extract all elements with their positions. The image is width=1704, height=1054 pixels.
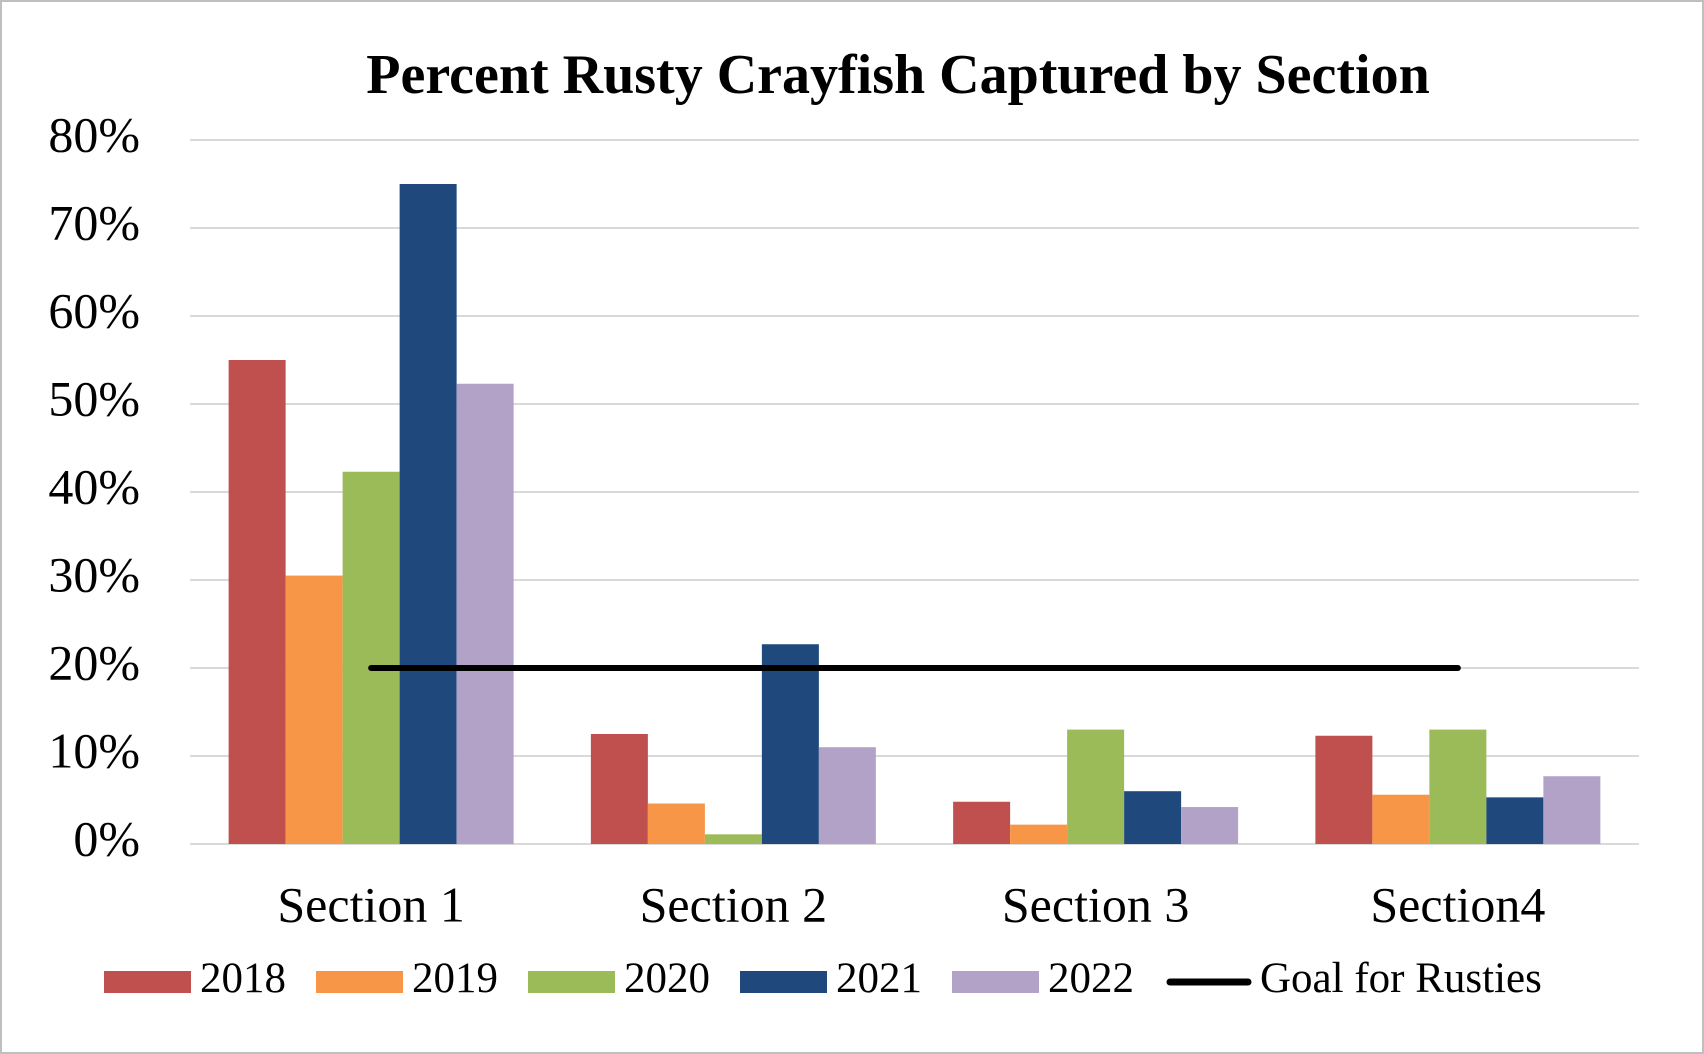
legend-swatch	[952, 971, 1039, 993]
bar	[761, 644, 819, 844]
bar	[953, 801, 1011, 844]
chart-title: Percent Rusty Crayfish Captured by Secti…	[366, 44, 1429, 106]
y-tick-label: 40%	[48, 458, 140, 514]
y-tick-label: 60%	[48, 282, 140, 338]
legend-swatch	[528, 971, 615, 993]
legend-swatch	[316, 971, 403, 993]
bar	[590, 734, 648, 844]
legend-label: 2021	[836, 955, 922, 1002]
y-tick-label: 0%	[73, 810, 140, 866]
bar	[647, 803, 705, 844]
legend-label: 2019	[412, 955, 498, 1002]
bar	[1486, 797, 1544, 844]
y-tick-label: 20%	[48, 634, 140, 690]
bar	[285, 575, 343, 844]
legend-label: 2018	[200, 955, 286, 1002]
legend-swatch	[740, 971, 827, 993]
x-tick-label: Section4	[1370, 876, 1545, 932]
bar	[704, 834, 762, 844]
bar	[228, 360, 286, 844]
bar	[1429, 729, 1487, 844]
bar	[399, 184, 457, 844]
bar	[1124, 791, 1182, 844]
y-tick-label: 50%	[48, 370, 140, 426]
legend-swatch	[104, 971, 191, 993]
legend-label: 2022	[1048, 955, 1134, 1002]
legend-label: 2020	[624, 955, 710, 1002]
y-tick-label: 30%	[48, 546, 140, 602]
bar	[456, 383, 514, 844]
bar	[1315, 735, 1373, 844]
x-tick-label: Section 2	[640, 876, 827, 932]
bar	[818, 747, 876, 844]
x-tick-label: Section 3	[1002, 876, 1189, 932]
bar	[1010, 824, 1068, 844]
y-tick-label: 70%	[48, 194, 140, 250]
legend-label: Goal for Rusties	[1260, 955, 1542, 1002]
y-tick-label: 10%	[48, 722, 140, 778]
bar	[1181, 807, 1239, 844]
bar	[1067, 729, 1125, 844]
y-tick-label: 80%	[48, 106, 140, 162]
bar	[342, 471, 400, 844]
bar	[1543, 776, 1601, 844]
x-tick-label: Section 1	[277, 876, 464, 932]
bar	[1372, 794, 1430, 844]
